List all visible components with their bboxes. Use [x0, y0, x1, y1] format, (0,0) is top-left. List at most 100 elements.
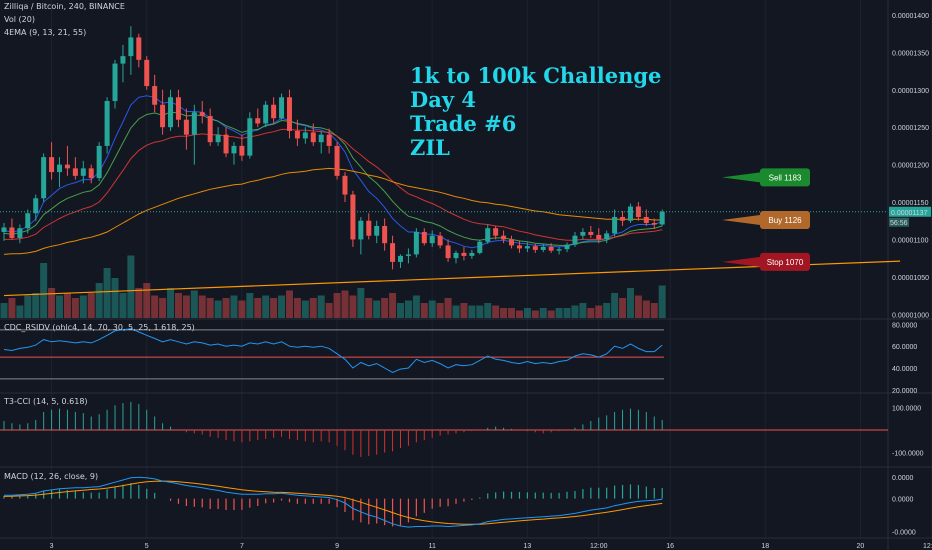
candle-body — [152, 86, 158, 105]
volume-bar — [32, 293, 40, 318]
volume-bars — [0, 255, 666, 318]
volume-bar — [595, 305, 603, 318]
time-axis-label: 12:00 — [923, 543, 932, 550]
candle-body — [136, 37, 142, 60]
volume-bar — [404, 300, 412, 318]
candle-body — [532, 246, 538, 250]
candle-body — [104, 101, 110, 146]
volume-bar — [230, 295, 238, 318]
symbol-legend[interactable]: Zilliqa / Bitcoin, 240, BINANCE — [4, 2, 125, 11]
trade-tag-buy: Buy 1126 — [722, 210, 810, 229]
volume-bar — [642, 300, 650, 318]
candle-body — [17, 228, 23, 238]
rsi-legend[interactable]: CDC_RSIDV (ohlc4, 14, 70, 30, 5, 25, 1.6… — [4, 323, 195, 332]
volume-bar — [151, 295, 159, 318]
candle-body — [263, 104, 269, 124]
candle-body — [437, 235, 443, 246]
volume-bar — [508, 308, 516, 318]
volume-bar — [309, 298, 317, 318]
volume-bar — [587, 308, 595, 318]
time-axis-label: 11 — [429, 543, 436, 550]
candle-body — [88, 168, 94, 179]
candle-body — [279, 97, 285, 119]
candle-body — [516, 245, 522, 249]
rsi-axis-label: 60.0000 — [892, 344, 917, 351]
volume-bar — [357, 288, 365, 318]
rsi-axis-label: 40.0000 — [892, 366, 917, 373]
candle-body — [588, 231, 594, 235]
volume-bar — [8, 298, 16, 318]
rsi-line — [3, 328, 663, 373]
price-axis-label: 0.00001300 — [892, 88, 929, 95]
macd-line — [4, 476, 663, 528]
candle-body — [168, 97, 174, 128]
candle-body — [96, 145, 102, 179]
rsi-axis-label: 20.0000 — [892, 388, 917, 395]
volume-bar — [127, 255, 135, 318]
volume-bar — [373, 300, 381, 318]
volume-bar — [111, 278, 119, 318]
countdown-label: 56:56 — [890, 220, 908, 227]
trade-tag-pointer — [722, 214, 760, 225]
price-axis-label: 0.00001150 — [892, 200, 929, 207]
time-axis-label: 16 — [666, 543, 674, 550]
candle-body — [271, 104, 277, 119]
candle-body — [183, 119, 189, 135]
trade-tag-stop: Stop 1070 — [722, 252, 810, 271]
candle-body — [524, 246, 530, 249]
volume-bar — [301, 300, 309, 318]
volume-bar — [135, 288, 143, 318]
annotation-line-challenge: 1k to 100k Challenge — [410, 63, 662, 88]
candle-body — [429, 235, 435, 244]
candle-body — [255, 118, 261, 124]
cci-legend[interactable]: T3-CCI (14, 5, 0.618) — [4, 397, 88, 406]
volume-bar — [190, 290, 198, 318]
cci-axis-label: -100.0000 — [892, 451, 924, 458]
candle-body — [318, 134, 324, 143]
candle-body — [548, 246, 554, 251]
macd-axis-label: -0.0000 — [892, 529, 916, 536]
volume-bar — [262, 295, 270, 318]
candle-body — [556, 249, 562, 251]
macd-legend[interactable]: MACD (12, 26, close, 9) — [4, 472, 99, 481]
candle-body — [231, 145, 237, 154]
volume-bar — [555, 308, 563, 318]
macd-axis-label: 0.0000 — [892, 475, 914, 482]
annotation-line-day: Day 4 — [410, 87, 476, 112]
candle-body — [366, 220, 372, 236]
volume-bar — [349, 295, 357, 318]
candle-body — [445, 245, 451, 259]
volume-bar — [159, 298, 167, 318]
candle-body — [207, 115, 213, 143]
price-axis-label: 0.00001400 — [892, 13, 929, 20]
ema-line-1 — [3, 95, 663, 249]
time-axis-label: 7 — [240, 543, 244, 550]
candle-body — [64, 164, 70, 169]
candle-body — [286, 97, 292, 131]
candle-body — [294, 130, 300, 139]
volume-legend[interactable]: Vol (20) — [4, 15, 35, 24]
volume-bar — [198, 295, 206, 318]
volume-bar — [103, 268, 111, 318]
volume-bar — [523, 308, 531, 318]
candle-body — [390, 243, 396, 262]
ema-line-2 — [3, 111, 663, 246]
candle-body — [627, 206, 633, 221]
volume-bar — [428, 300, 436, 318]
candle-body — [382, 225, 388, 244]
candle-body — [469, 252, 475, 256]
volume-bar — [634, 295, 642, 318]
volume-bar — [246, 293, 254, 318]
ema-legend[interactable]: 4EMA (9, 13, 21, 55) — [4, 28, 87, 37]
candle-body — [651, 222, 657, 225]
volume-bar — [444, 298, 452, 318]
volume-bar — [571, 305, 579, 318]
time-axis-label: 9 — [335, 543, 339, 550]
candle-body — [199, 112, 205, 116]
candle-body — [398, 255, 403, 262]
candle-body — [405, 254, 411, 256]
volume-bar — [492, 305, 500, 318]
ema-line-4 — [3, 167, 663, 255]
volume-bar — [436, 303, 444, 318]
